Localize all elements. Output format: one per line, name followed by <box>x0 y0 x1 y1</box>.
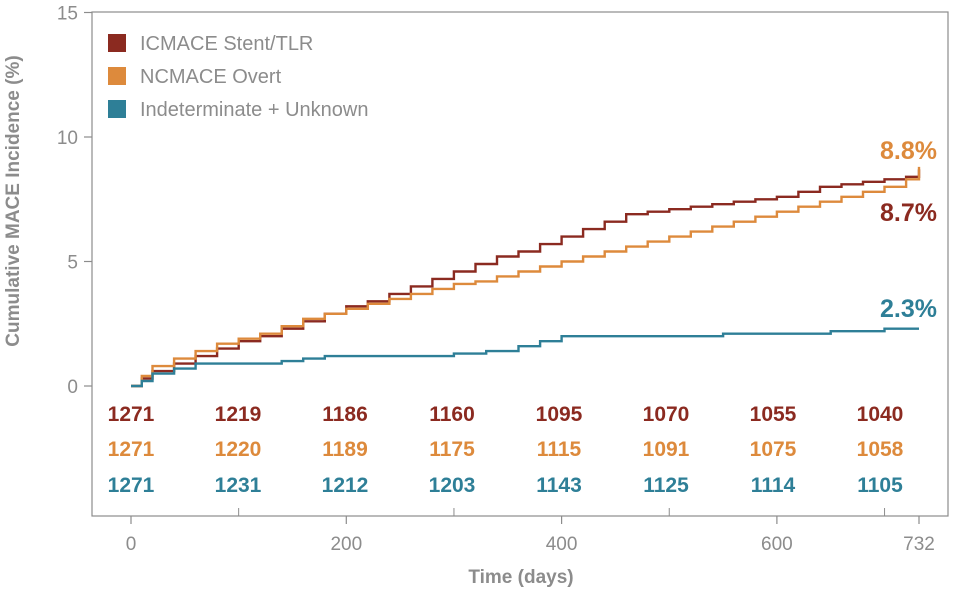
x-axis: 0 200 400 600 732 <box>126 508 935 555</box>
legend-swatch-3 <box>108 100 126 118</box>
series-line-1 <box>131 169 921 388</box>
y-axis-title: Cumulative MACE Incidence (%) <box>3 55 24 346</box>
at-risk-value: 1160 <box>429 403 475 426</box>
at-risk-value: 1271 <box>108 438 155 461</box>
y-tick-label: 15 <box>57 4 78 25</box>
end-label-2: 8.8% <box>880 137 937 165</box>
at-risk-value: 1040 <box>857 403 904 426</box>
y-tick-label: 0 <box>67 377 78 398</box>
series-lines <box>131 166 921 388</box>
at-risk-value: 1055 <box>750 403 797 426</box>
at-risk-value: 1058 <box>857 438 904 461</box>
x-tick-label: 200 <box>330 534 362 555</box>
at-risk-value: 1114 <box>751 474 796 497</box>
at-risk-value: 1271 <box>108 474 155 497</box>
x-tick-label: 400 <box>546 534 578 555</box>
y-tick-label: 5 <box>67 253 78 274</box>
legend: ICMACE Stent/TLR NCMACE Overt Indeterminat… <box>108 33 368 121</box>
x-tick-label: 0 <box>126 534 137 555</box>
legend-label-1: ICMACE Stent/TLR <box>140 33 313 55</box>
at-risk-value: 1220 <box>215 438 262 461</box>
end-label-3: 2.3% <box>880 295 937 323</box>
legend-swatch-2 <box>108 67 126 85</box>
y-axis: 0 5 10 15 <box>57 4 92 398</box>
at-risk-value: 1105 <box>857 474 903 497</box>
at-risk-value: 1231 <box>215 474 262 497</box>
at-risk-value: 1271 <box>108 403 155 426</box>
x-tick-label: 600 <box>761 534 793 555</box>
at-risk-value: 1212 <box>322 474 369 497</box>
legend-swatch-1 <box>108 34 126 52</box>
at-risk-value: 1095 <box>536 403 583 426</box>
at-risk-value: 1175 <box>429 438 475 461</box>
legend-label-2: NCMACE Overt <box>140 66 282 88</box>
at-risk-value: 1070 <box>643 403 690 426</box>
x-axis-title: Time (days) <box>468 567 573 588</box>
at-risk-value: 1075 <box>750 438 797 461</box>
at-risk-value: 1143 <box>536 474 582 497</box>
at-risk-value: 1203 <box>429 474 476 497</box>
at-risk-table: 1271 1219 1186 1160 1095 1070 1055 1040 1271 1220… <box>108 403 904 497</box>
at-risk-value: 1186 <box>322 403 368 426</box>
series-line-2 <box>131 166 921 388</box>
y-tick-label: 10 <box>57 128 78 149</box>
at-risk-value: 1125 <box>643 474 689 497</box>
series-line-3 <box>131 327 919 388</box>
legend-label-3: Indeterminate + Unknown <box>140 99 368 121</box>
at-risk-value: 1091 <box>643 438 690 461</box>
at-risk-value: 1219 <box>215 403 262 426</box>
at-risk-value: 1115 <box>537 438 582 461</box>
x-tick-label: 732 <box>903 534 935 555</box>
at-risk-value: 1189 <box>322 438 368 461</box>
end-labels: 8.7% 8.8% 2.3% <box>880 137 937 323</box>
end-label-1: 8.7% <box>880 199 937 227</box>
plot-frame <box>91 11 949 517</box>
